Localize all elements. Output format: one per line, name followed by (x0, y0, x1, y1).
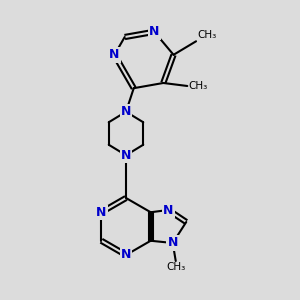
Text: CH₃: CH₃ (166, 262, 185, 272)
Text: N: N (168, 236, 178, 250)
Text: N: N (121, 248, 131, 262)
Text: N: N (109, 48, 120, 61)
Text: N: N (149, 25, 159, 38)
Text: N: N (163, 203, 173, 217)
Text: N: N (121, 105, 131, 118)
Text: N: N (96, 206, 106, 219)
Text: CH₃: CH₃ (189, 81, 208, 91)
Text: N: N (121, 149, 131, 162)
Text: CH₃: CH₃ (197, 30, 217, 40)
